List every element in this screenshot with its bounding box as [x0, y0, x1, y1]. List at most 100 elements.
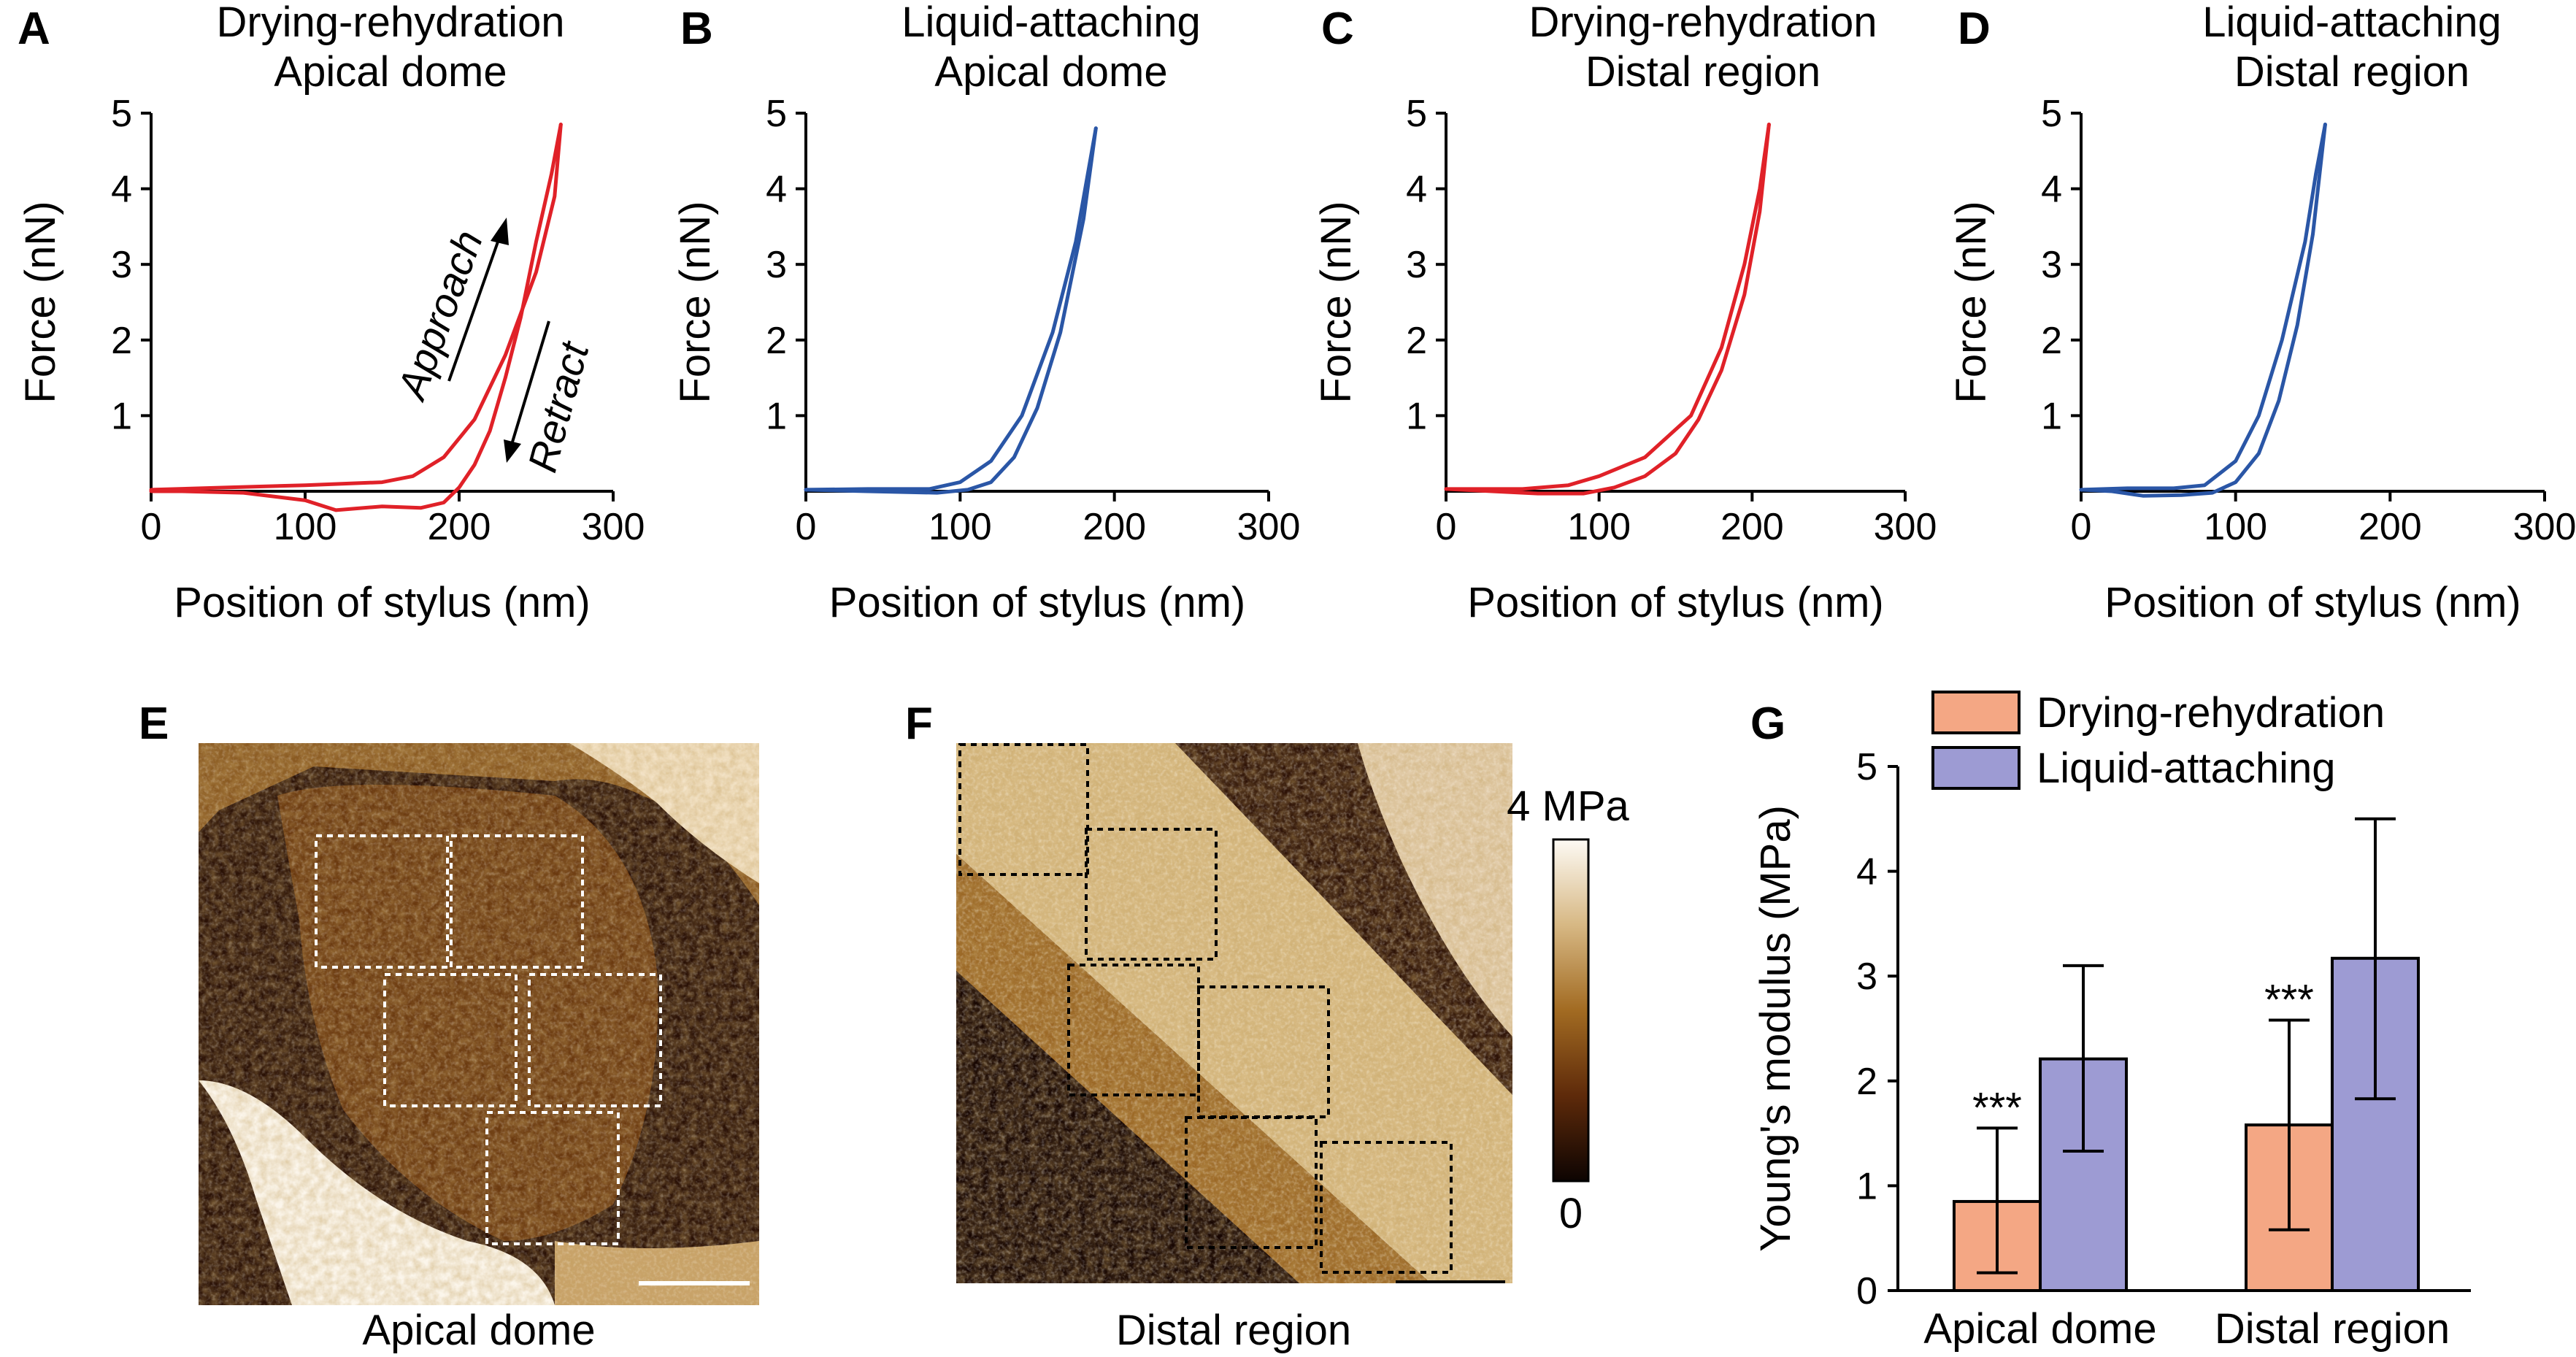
panel-g-y-tick-label: 1 — [1856, 1165, 1877, 1207]
afm-f-roi-boxes — [958, 743, 1453, 1274]
panel-b-y-axis-label: Force (nN) — [672, 201, 719, 403]
panel-c-force-curve: 0 100 200 300 1 2 3 4 5 Position of stylus (nm) Fo… — [1312, 93, 1937, 626]
panel-b-x-tick-label: 200 — [1083, 506, 1146, 548]
panel-c-x-tick-label: 100 — [1567, 506, 1631, 548]
afm-f-roi-4 — [1197, 985, 1330, 1118]
panel-a-y-tick-label: 5 — [111, 93, 132, 135]
panel-b-x-tick-label: 300 — [1237, 506, 1301, 548]
panel-d-y-axis-label: Force (nN) — [1948, 201, 1995, 403]
panel-d-x-tick-label: 100 — [2204, 506, 2267, 548]
panel-c-y-tick-label: 2 — [1406, 320, 1427, 362]
panel-d-force-curve: 0 100 200 300 1 2 3 4 5 Position of stylus (nm) Fo… — [1948, 93, 2576, 626]
panel-e-afm-map — [199, 743, 759, 1305]
panel-b-x-tick-label: 0 — [796, 506, 817, 548]
panel-a-x-axis-label: Position of stylus (nm) — [174, 579, 591, 626]
panel-g-legend-label-drying: Drying-rehydration — [2037, 689, 2385, 737]
panel-c-x-tick-label: 0 — [1436, 506, 1457, 548]
afm-f-roi-1 — [958, 743, 1089, 876]
caption-e: Apical dome — [362, 1307, 595, 1354]
panel-d-y-tick-label: 4 — [2041, 169, 2062, 211]
panel-a-y-axis-label: Force (nN) — [17, 201, 64, 403]
panel-b-y-tick-label: 5 — [766, 93, 787, 135]
colorbar-min-label: 0 — [1559, 1190, 1583, 1237]
panel-d-curve-retract — [2079, 123, 2327, 498]
afm-e-roi-3 — [383, 973, 518, 1107]
approach-arrow-line — [447, 233, 502, 382]
approach-label: Approach — [388, 224, 491, 407]
afm-e-roi-boxes — [315, 834, 662, 1245]
panel-c-x-tick-label: 300 — [1874, 506, 1937, 548]
panel-d-title-line1: Liquid-attaching — [2202, 0, 2502, 46]
panel-label-e: E — [139, 699, 169, 749]
panel-c-title-line1: Drying-rehydration — [1529, 0, 1877, 46]
panel-d-y-tick-label: 1 — [2041, 395, 2062, 437]
panel-g-significance-label: *** — [1972, 1084, 2022, 1131]
retract-arrowhead-icon — [504, 439, 521, 463]
panel-a-y-tick-label: 2 — [111, 320, 132, 362]
panel-g-y-axis-label: Young's modulus (MPa) — [1752, 805, 1799, 1252]
panel-c-curve-retract — [1444, 123, 1771, 496]
panel-d-x-axis-label: Position of stylus (nm) — [2104, 579, 2521, 626]
panel-b-x-axis-label: Position of stylus (nm) — [829, 579, 1246, 626]
panel-c-y-tick-label: 5 — [1406, 93, 1427, 135]
panel-g-y-tick-label: 0 — [1856, 1270, 1877, 1312]
panel-a-y-tick-label: 1 — [111, 395, 132, 437]
afm-e-speckle — [199, 743, 759, 1305]
panel-f-afm-map — [956, 743, 1512, 1283]
panel-b-curve-approach — [804, 126, 1098, 492]
panel-g-bar-liquid — [2331, 956, 2420, 1292]
panel-b-curve-retract — [804, 126, 1098, 495]
panel-g-y-tick-label: 3 — [1856, 956, 1877, 998]
panel-d-x-tick-label: 200 — [2358, 506, 2422, 548]
afm-f-roi-3 — [1067, 964, 1200, 1096]
panel-c-x-tick-label: 200 — [1720, 506, 1784, 548]
afm-e-roi-5 — [485, 1111, 620, 1245]
afm-e-roi-2 — [450, 834, 584, 969]
panel-g-bar-chart: 0 1 2 3 4 5 Young's modulus (MPa) Apical dome **… — [1752, 689, 2471, 1353]
panel-d-y-tick-label: 2 — [2041, 320, 2062, 362]
panel-c-y-tick-label: 1 — [1406, 395, 1427, 437]
panel-g-legend-swatch-liquid — [1931, 746, 2021, 790]
panel-a-title-line1: Drying-rehydration — [216, 0, 564, 46]
panel-b-force-curve: 0 100 200 300 1 2 3 4 5 Position of stylus (nm) Fo… — [672, 93, 1300, 626]
panel-g-y-tick-label: 5 — [1856, 746, 1877, 788]
panel-g-significance-label: *** — [2264, 977, 2314, 1024]
panel-g-y-tick-label: 2 — [1856, 1061, 1877, 1103]
caption-f: Distal region — [1116, 1307, 1351, 1354]
panel-label-c: C — [1321, 4, 1354, 54]
panel-a-curve-approach — [149, 123, 563, 492]
panel-label-f: F — [905, 699, 933, 749]
panel-a-x-tick-label: 100 — [274, 506, 337, 548]
panel-a-curve-retract — [149, 123, 563, 512]
panel-a-x-tick-label: 300 — [582, 506, 645, 548]
panel-b-title-line1: Liquid-attaching — [901, 0, 1201, 46]
panel-d-y-tick-label: 3 — [2041, 244, 2062, 286]
panel-c-title-line2: Distal region — [1585, 48, 1820, 96]
approach-arrowhead-icon — [491, 218, 509, 245]
afm-e-roi-1 — [315, 834, 449, 969]
afm-e-roi-4 — [528, 973, 662, 1107]
panel-a-y-tick-label: 3 — [111, 244, 132, 286]
colorbar — [1552, 838, 1590, 1183]
colorbar-max-label: 4 MPa — [1507, 783, 1629, 830]
panel-b-y-tick-label: 2 — [766, 320, 787, 362]
panel-c-x-axis-label: Position of stylus (nm) — [1467, 579, 1884, 626]
panel-g-legend-label-liquid: Liquid-attaching — [2037, 745, 2336, 792]
panel-d-x-tick-label: 300 — [2513, 506, 2576, 548]
afm-f-roi-5 — [1185, 1116, 1318, 1249]
panel-b-y-tick-label: 1 — [766, 395, 787, 437]
afm-f-roi-6 — [1320, 1141, 1453, 1274]
retract-label: Retract — [519, 336, 598, 477]
afm-f-speckle — [956, 743, 1512, 1283]
panel-label-a: A — [18, 4, 50, 54]
panel-c-curve-approach — [1444, 123, 1771, 491]
panel-b-y-tick-label: 3 — [766, 244, 787, 286]
panel-b-x-tick-label: 100 — [928, 506, 992, 548]
panel-d-y-tick-label: 5 — [2041, 93, 2062, 135]
panel-label-d: D — [1958, 4, 1991, 54]
panel-b-title-line2: Apical dome — [934, 48, 1167, 96]
afm-f-roi-2 — [1085, 828, 1218, 961]
panel-label-g: G — [1750, 699, 1785, 749]
panel-b-y-tick-label: 4 — [766, 169, 787, 211]
panel-a-y-tick-label: 4 — [111, 169, 132, 211]
